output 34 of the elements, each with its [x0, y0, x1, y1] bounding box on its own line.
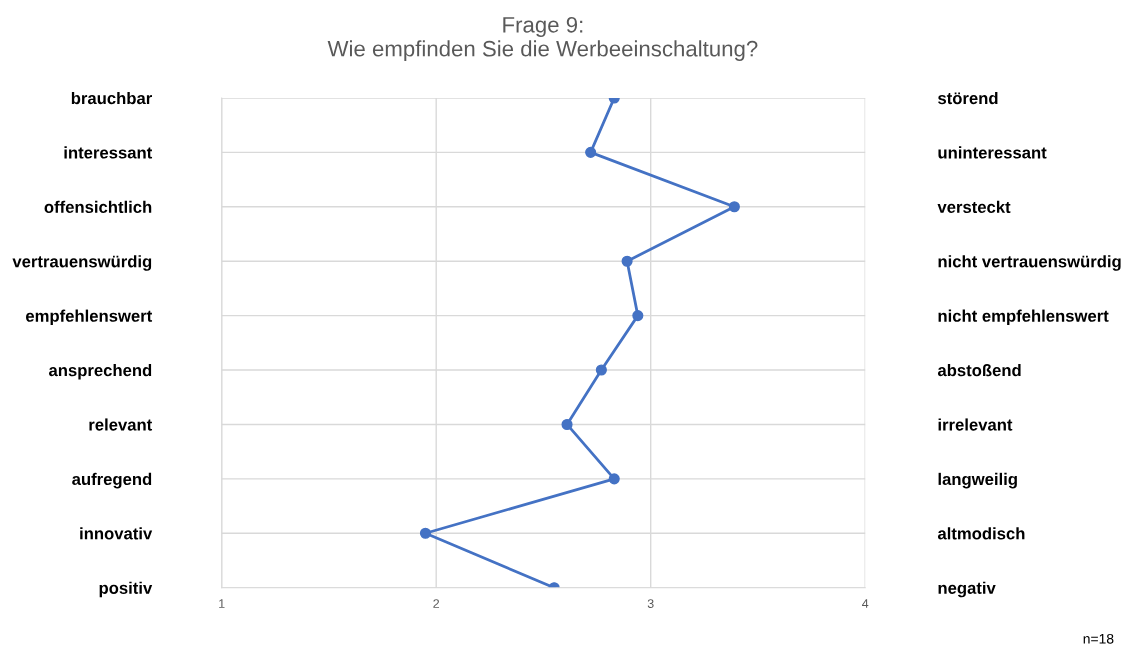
point	[632, 310, 644, 322]
point	[608, 473, 620, 485]
chart-title: Frage 9: Wie empfinden Sie die Werbeeinschaltung?	[327, 16, 758, 61]
y2-tick-label: nicht vertrauenswürdig	[938, 255, 1121, 271]
y-tick-label: brauchbar	[71, 91, 152, 105]
y-tick-label: innovativ	[80, 527, 153, 540]
x-tick-label: 3	[647, 599, 654, 608]
x-tick-label: 4	[862, 599, 869, 608]
point	[595, 364, 607, 376]
x-tick-label: 2	[433, 599, 440, 608]
y-tick-label: aufregend	[72, 472, 152, 489]
y2-tick-label: negativ	[938, 581, 996, 598]
y2-tick-label: abstoßend	[937, 363, 1021, 377]
point	[621, 255, 633, 267]
y2-tick-label: störend	[938, 91, 998, 105]
x-tick-label: 1	[219, 599, 225, 608]
point	[419, 527, 432, 539]
y-tick-label: offensichtlich	[44, 200, 152, 213]
y2-tick-label: altmodisch	[937, 527, 1025, 540]
point	[561, 418, 573, 431]
y2-tick-label: versteckt	[937, 200, 1011, 213]
point	[585, 146, 597, 158]
y-tick-label: relevant	[89, 418, 153, 431]
y-tick-label: positiv	[99, 581, 153, 598]
y-tick-label: interessant	[64, 146, 153, 159]
y-tick-label: vertrauenswürdig	[12, 255, 152, 271]
y2-tick-label: nicht empfehlenswert	[938, 309, 1109, 326]
y-tick-label: empfehlenswert	[26, 309, 153, 326]
y2-tick-label: langweilig	[938, 472, 1017, 489]
y-tick-label: ansprechend	[48, 363, 152, 380]
text: n=18	[1083, 633, 1114, 644]
y2-tick-label: irrelevant	[938, 418, 1013, 431]
point	[728, 201, 740, 213]
y2-tick-label: uninteressant	[938, 146, 1047, 159]
